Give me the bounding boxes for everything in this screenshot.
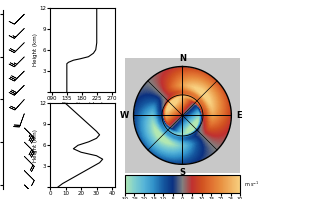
Text: E: E <box>236 111 241 120</box>
X-axis label: Direction (deg): Direction (deg) <box>62 102 103 107</box>
Text: S: S <box>179 168 185 177</box>
Text: N: N <box>179 54 186 63</box>
Y-axis label: Height (km): Height (km) <box>33 33 38 66</box>
Text: m s$^{-1}$: m s$^{-1}$ <box>244 179 259 189</box>
X-axis label: Speed (m s$^{-1}$): Speed (m s$^{-1}$) <box>62 198 103 199</box>
Text: W: W <box>120 111 129 120</box>
Y-axis label: Height (km): Height (km) <box>33 129 38 162</box>
